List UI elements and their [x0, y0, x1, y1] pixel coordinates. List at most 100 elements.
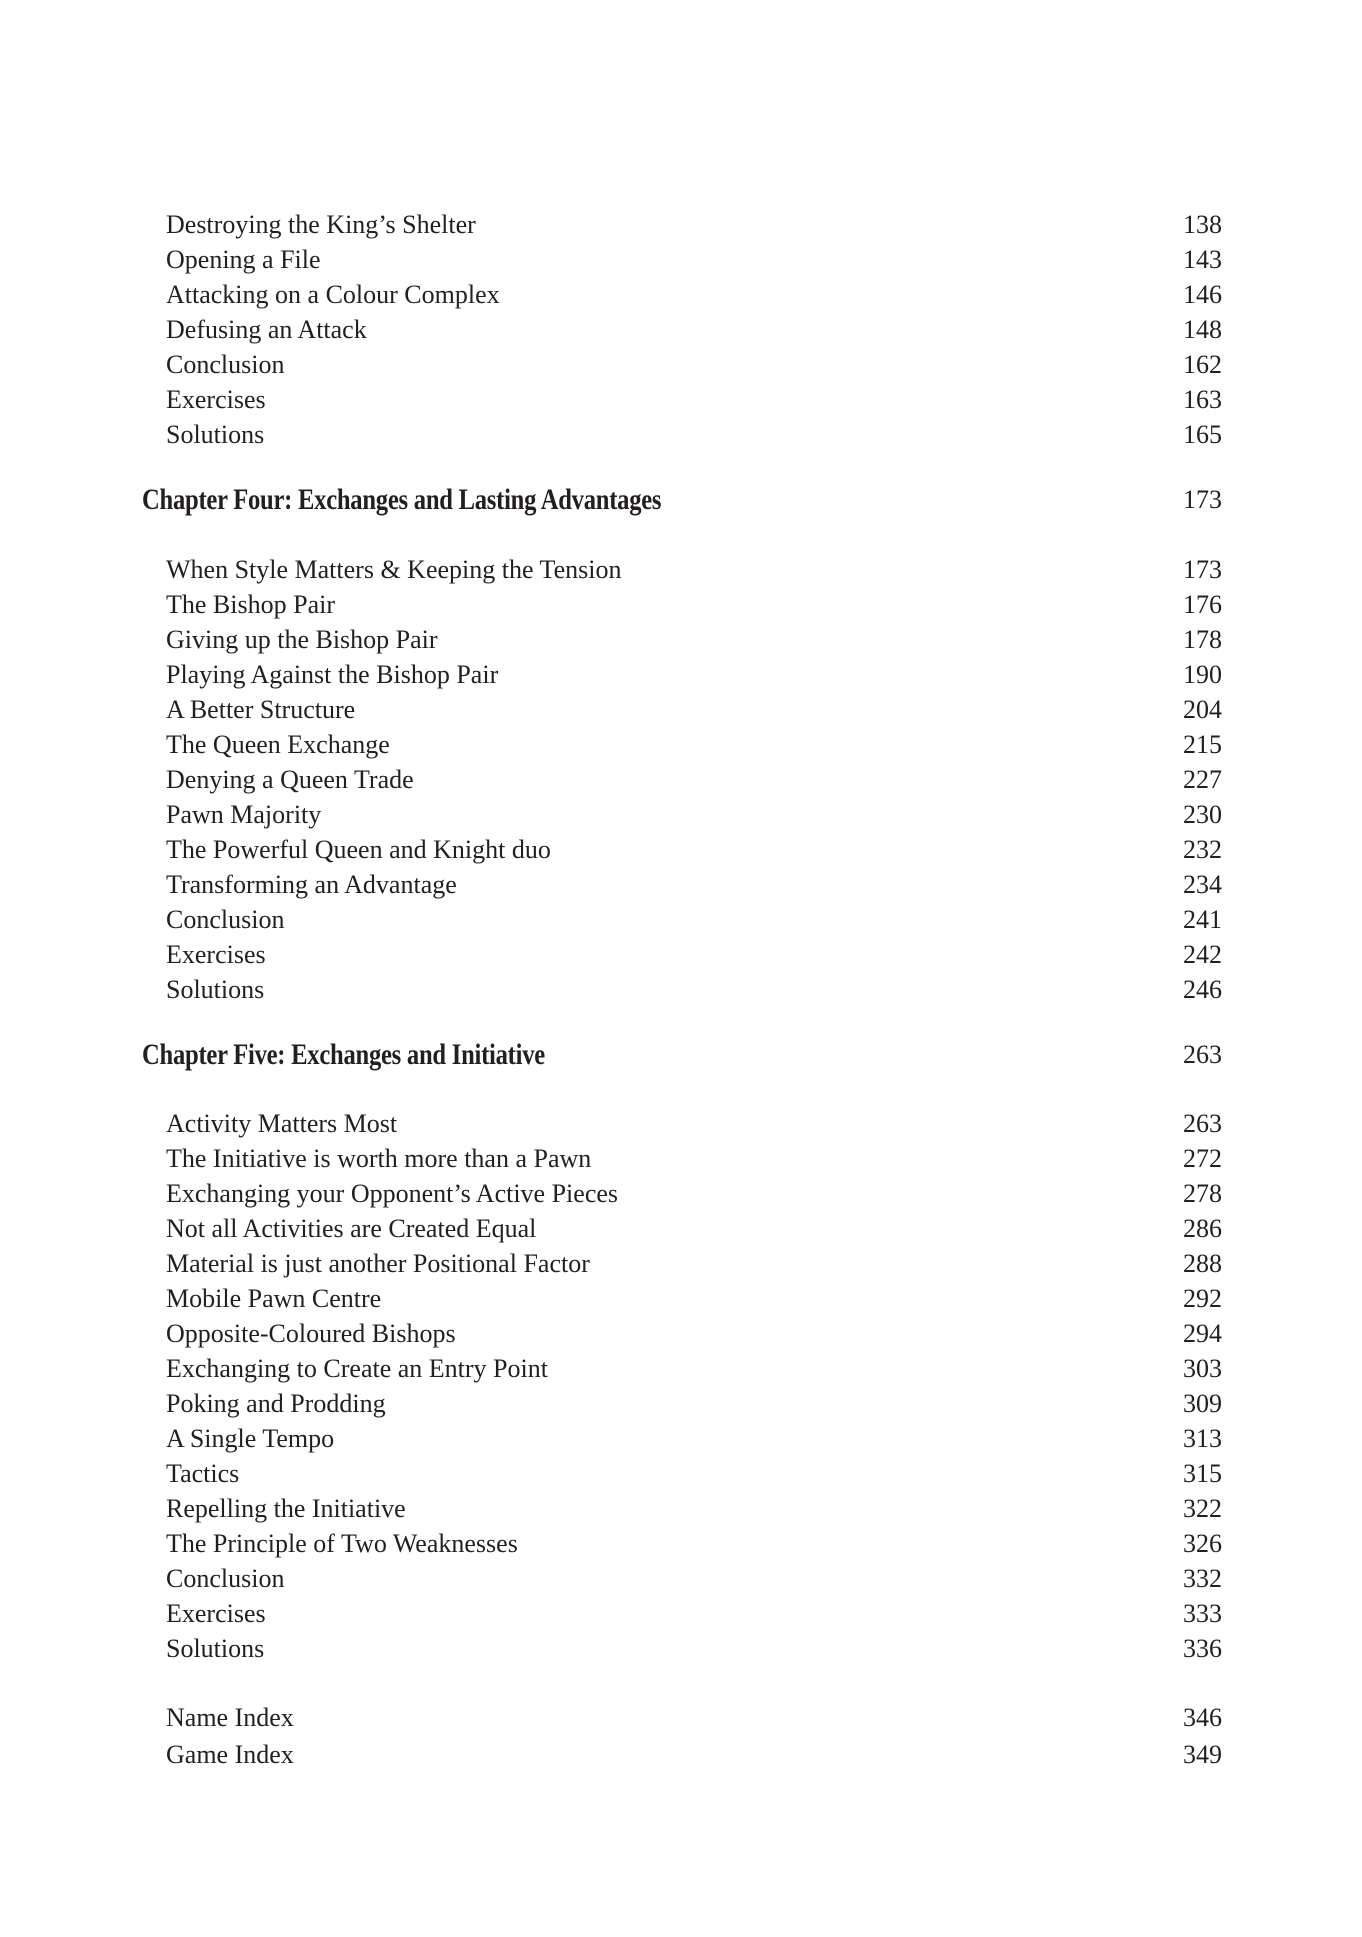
entry-page: 286: [1183, 1214, 1222, 1243]
toc-entry: Activity Matters Most 263: [0, 1106, 1362, 1141]
entry-page: 204: [1183, 695, 1222, 724]
entry-page: 309: [1183, 1389, 1222, 1418]
entry-title: Pawn Majority: [166, 800, 322, 829]
toc-entry: Material is just another Positional Fact…: [0, 1246, 1362, 1281]
entry-title: The Queen Exchange: [166, 730, 390, 759]
entry-title: Repelling the Initiative: [166, 1494, 406, 1523]
toc-entry: The Powerful Queen and Knight duo 232: [0, 832, 1362, 867]
entry-page: 165: [1183, 420, 1222, 449]
toc-entry: Not all Activities are Created Equal 286: [0, 1211, 1362, 1246]
toc-entry: Opening a File 143: [0, 242, 1362, 277]
entry-page: 272: [1183, 1144, 1222, 1173]
toc-entry: Conclusion 332: [0, 1561, 1362, 1596]
toc-entry: Transforming an Advantage 234: [0, 867, 1362, 902]
entry-title: Destroying the King’s Shelter: [166, 210, 476, 239]
entry-title: Exchanging to Create an Entry Point: [166, 1354, 548, 1383]
toc-entry: Game Index 349: [0, 1736, 1362, 1773]
entry-title: Exchanging your Opponent’s Active Pieces: [166, 1179, 619, 1208]
entry-title: The Powerful Queen and Knight duo: [166, 835, 551, 864]
toc-entry: Poking and Prodding 309: [0, 1386, 1362, 1421]
entry-title: Opposite-Coloured Bishops: [166, 1319, 456, 1348]
toc-entry: Exercises 242: [0, 937, 1362, 972]
entry-page: 178: [1183, 625, 1222, 654]
toc-entry: Name Index 346: [0, 1699, 1362, 1736]
entry-title: Giving up the Bishop Pair: [166, 625, 438, 654]
toc-entry: A Single Tempo 313: [0, 1421, 1362, 1456]
entry-page: 303: [1183, 1354, 1222, 1383]
entry-title: Exercises: [166, 385, 266, 414]
entry-page: 292: [1183, 1284, 1222, 1313]
entry-page: 143: [1183, 245, 1222, 274]
entry-title: The Bishop Pair: [166, 590, 335, 619]
entry-title: Conclusion: [166, 350, 285, 379]
entry-title: Solutions: [166, 975, 265, 1004]
entry-title: Exercises: [166, 1599, 266, 1628]
entry-page: 313: [1183, 1424, 1222, 1453]
toc-entry: Defusing an Attack 148: [0, 312, 1362, 347]
toc-entry: Tactics 315: [0, 1456, 1362, 1491]
entry-title: The Principle of Two Weaknesses: [166, 1529, 518, 1558]
toc-entry: A Better Structure 204: [0, 692, 1362, 727]
entry-page: 278: [1183, 1179, 1222, 1208]
entry-title: Conclusion: [166, 905, 285, 934]
entry-page: 288: [1183, 1249, 1222, 1278]
chapter-page: 173: [1183, 485, 1222, 514]
toc-entry: Denying a Queen Trade 227: [0, 762, 1362, 797]
entry-page: 242: [1183, 940, 1222, 969]
toc-entry: Exercises 333: [0, 1596, 1362, 1631]
chapter-five-heading: Chapter Five: Exchanges and Initiative 2…: [0, 1035, 1362, 1075]
toc-entry: The Initiative is worth more than a Pawn…: [0, 1141, 1362, 1176]
toc-entry: Mobile Pawn Centre 292: [0, 1281, 1362, 1316]
entry-title: Activity Matters Most: [166, 1109, 398, 1138]
entry-page: 246: [1183, 975, 1222, 1004]
chapter-title: Chapter Four: Exchanges and Lasting Adva…: [142, 483, 662, 516]
entry-title: When Style Matters & Keeping the Tension: [166, 555, 622, 584]
toc-entry: Conclusion 162: [0, 347, 1362, 382]
entry-title: Name Index: [166, 1703, 294, 1732]
entry-title: Tactics: [166, 1459, 240, 1488]
entry-title: Transforming an Advantage: [166, 870, 457, 899]
entry-title: The Initiative is worth more than a Pawn: [166, 1144, 592, 1173]
toc-section-indexes: Name Index 346 Game Index 349: [0, 1699, 1362, 1773]
entry-page: 322: [1183, 1494, 1222, 1523]
entry-page: 315: [1183, 1459, 1222, 1488]
entry-page: 146: [1183, 280, 1222, 309]
toc-entry: Attacking on a Colour Complex 146: [0, 277, 1362, 312]
toc-entry: Conclusion 241: [0, 902, 1362, 937]
entry-title: Opening a File: [166, 245, 321, 274]
toc-entry: Destroying the King’s Shelter 138: [0, 207, 1362, 242]
toc-entry: Solutions 165: [0, 417, 1362, 452]
entry-title: Solutions: [166, 420, 265, 449]
entry-page: 138: [1183, 210, 1222, 239]
toc-entry: The Bishop Pair 176: [0, 587, 1362, 622]
entry-title: Material is just another Positional Fact…: [166, 1249, 590, 1278]
entry-title: Solutions: [166, 1634, 265, 1663]
entry-page: 215: [1183, 730, 1222, 759]
entry-title: Denying a Queen Trade: [166, 765, 414, 794]
entry-title: Exercises: [166, 940, 266, 969]
toc-entry: Giving up the Bishop Pair 178: [0, 622, 1362, 657]
chapter-four-heading: Chapter Four: Exchanges and Lasting Adva…: [0, 480, 1362, 520]
entry-title: Mobile Pawn Centre: [166, 1284, 382, 1313]
toc-entry: Pawn Majority 230: [0, 797, 1362, 832]
entry-page: 227: [1183, 765, 1222, 794]
toc-entry: Exchanging your Opponent’s Active Pieces…: [0, 1176, 1362, 1211]
toc-entry: The Queen Exchange 215: [0, 727, 1362, 762]
entry-title: Conclusion: [166, 1564, 285, 1593]
entry-title: Poking and Prodding: [166, 1389, 386, 1418]
toc-section-chapter-five: Activity Matters Most 263 The Initiative i…: [0, 1106, 1362, 1666]
toc-entry: Repelling the Initiative 322: [0, 1491, 1362, 1526]
entry-page: 241: [1183, 905, 1222, 934]
entry-page: 332: [1183, 1564, 1222, 1593]
toc-entry: The Principle of Two Weaknesses 326: [0, 1526, 1362, 1561]
entry-page: 263: [1183, 1109, 1222, 1138]
chapter-title: Chapter Five: Exchanges and Initiative: [142, 1038, 545, 1071]
entry-page: 346: [1183, 1703, 1222, 1732]
entry-title: A Single Tempo: [166, 1424, 335, 1453]
entry-page: 232: [1183, 835, 1222, 864]
entry-page: 173: [1183, 555, 1222, 584]
entry-title: Not all Activities are Created Equal: [166, 1214, 537, 1243]
entry-page: 326: [1183, 1529, 1222, 1558]
toc-entry: Exercises 163: [0, 382, 1362, 417]
toc-entry: Solutions 336: [0, 1631, 1362, 1666]
